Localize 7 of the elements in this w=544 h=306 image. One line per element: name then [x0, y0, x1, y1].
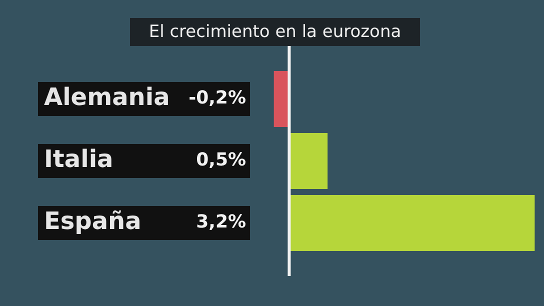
data-label: -0,2%: [188, 88, 246, 109]
y-tick-label: España: [44, 207, 142, 236]
y-tick-label: Italia: [44, 145, 114, 174]
chart-title: El crecimiento en la eurozona: [130, 18, 420, 46]
data-label: 0,5%: [196, 150, 246, 171]
data-label: 3,2%: [196, 212, 246, 233]
y-tick-label: Alemania: [44, 83, 170, 112]
